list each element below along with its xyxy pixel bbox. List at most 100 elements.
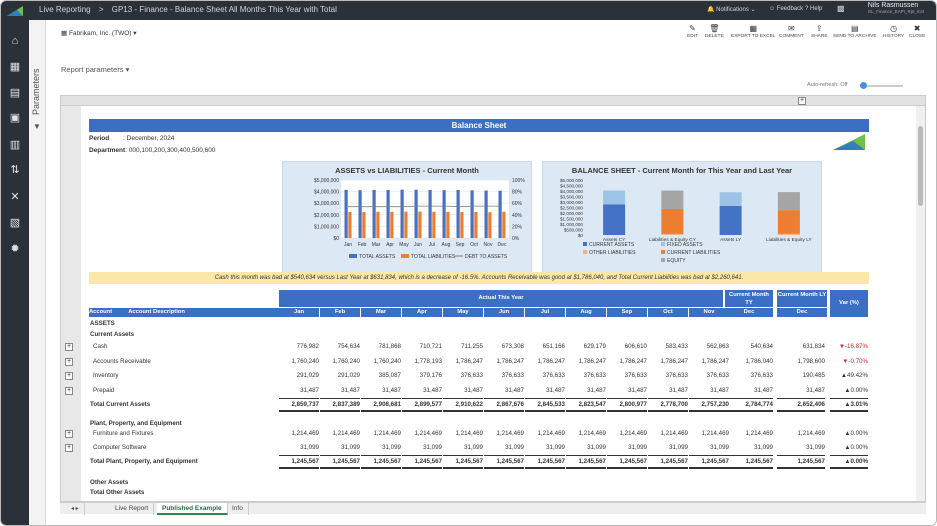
tab-published-example[interactable]: Published Example [157,503,228,515]
chart1-bar-liabilities [460,212,464,238]
total-other-assets: Total Other Assets [89,486,871,499]
company-selector[interactable]: ▦ Fabrikam, Inc. (TWO) ▾ [61,30,137,37]
tools-icon[interactable]: ✕ [10,191,20,203]
chart2-bar-segment [661,233,684,235]
chart1-x-tick: Oct [470,242,478,248]
cell-value: 1,786,247 [537,357,565,365]
chart2-legend-swatch [661,250,665,254]
cell-value: 31,487 [669,386,688,394]
clipboard-icon[interactable]: ▤ [9,87,21,99]
tab-nav-arrows[interactable]: ◂ ▸ [66,503,85,515]
export-to-excel-button[interactable]: ▦ EXPORT TO EXCEL [731,23,775,39]
cell-value: 1,245,567 [689,455,729,469]
vertical-scrollbar[interactable] [916,106,925,501]
comment-button[interactable]: ✉ COMMENT [779,23,804,39]
scrollbar-thumb[interactable] [918,126,923,206]
expand-row-button[interactable]: + [65,444,73,452]
cell-variance: ▲3.01% [830,398,868,412]
chart1-x-tick: Nov [484,242,493,248]
cell-current-ly: 1,798,600 [797,357,825,365]
cell-value: 31,099 [628,444,647,451]
cell-value: 1,786,247 [578,357,606,365]
edit-button[interactable]: ✎ EDIT [687,23,698,39]
user-menu[interactable]: Nils Rasmussen GL_Finance_EAPI_Rpt_inst [868,2,924,14]
row-label: Computer Software [93,444,147,451]
notifications-button[interactable]: 🔔 Notifications ⌄ [707,7,756,13]
chart1-y2-tick: 60% [512,201,523,207]
chart2-x-tick: Liabilities & Equity CY [649,237,697,243]
chart2-x-tick: Assets LY [720,237,742,243]
expand-row-button[interactable]: + [65,430,73,438]
help-button[interactable]: ? Help [805,6,823,12]
chart2-y-tick: $500,000 [564,228,584,233]
chart2-bar-segment [661,209,684,234]
home-icon[interactable]: ⌂ [11,35,19,47]
documents-icon[interactable]: ▧ [9,217,21,229]
report-icon[interactable]: ▣ [9,112,21,124]
col-account: Account [89,309,113,315]
section-other-assets: Other Assets [89,476,871,489]
delete-button[interactable]: 🗑 DELETE [705,23,724,39]
feedback-button[interactable]: ☺ Feedback [769,6,804,12]
cell-value: 31,487 [423,386,442,394]
report-viewer: + Balance Sheet Period : December, 2024 … [60,95,926,502]
chart2-y-tick: $3,000,000 [560,200,583,205]
import-icon[interactable]: ⇅ [10,164,20,176]
total-row: Total Current Assets 2,859,737 2,837,389 2,… [89,398,871,412]
cell-value: 31,487 [464,386,483,394]
section-assets: ASSETS [89,317,871,330]
expand-all-button[interactable]: + [798,97,806,105]
autorefresh-slider[interactable] [860,82,903,89]
cell-value: 31,487 [382,386,401,394]
expand-row-button[interactable]: + [65,372,73,380]
cell-value: 31,099 [505,444,524,451]
company-logo [833,134,865,150]
chart1-y-tick: $2,000,000 [314,213,339,219]
row-label: Inventory [93,372,119,379]
cell-value: 1,245,567 [443,455,483,469]
cell-value: 754,634 [337,343,360,350]
cell-value: 1,245,567 [361,455,401,469]
chart2-legend-swatch [661,258,665,262]
cell-variance: ▼-16.87% [838,343,868,350]
table-row: + Prepaid 31,487 31,487 31,487 31,487 31,487 31… [65,384,871,397]
org-icon[interactable]: ▦ [9,61,21,73]
filter-icon[interactable]: ▼ [33,122,41,131]
chart1-bar-assets [414,189,418,238]
avatar[interactable]: ▩ [837,4,845,13]
settings-icon[interactable]: ✹ [10,243,20,255]
share-button[interactable]: ⇪ SHARE [811,23,828,39]
row-label: Plant, Property, and Equipment [90,420,182,427]
expand-row-button[interactable]: + [65,357,73,366]
parameters-panel[interactable]: Parameters ▼ [29,20,46,525]
chart1-plot-area [341,180,509,238]
chart1-legend-label: TOTAL LIABILITIES [411,254,456,260]
calculator-icon[interactable]: ▥ [9,139,21,151]
comment-icon: ✉ [788,24,795,33]
company-label: Fabrikam, Inc. (TWO) [68,30,132,37]
cell-value: 31,099 [587,444,606,451]
expand-row-button[interactable]: + [65,343,73,351]
close-button[interactable]: ✖ CLOSE [909,23,925,39]
cell-value: 1,778,193 [414,357,442,365]
variance-header: Var (%) [830,290,868,317]
expand-row-button[interactable]: + [65,386,73,395]
chart1-y2-tick: 100% [512,178,525,184]
tab-info[interactable]: Info [227,503,249,515]
send-to-archive-button[interactable]: ▤ SEND TO ARCHIVE [833,23,877,39]
report-parameters-toggle[interactable]: Report parameters ▾ [61,65,130,74]
tab-live-report[interactable]: Live Report [110,503,155,515]
chart2-legend-label: CURRENT LIABILITIES [667,250,721,256]
row-label: Other Assets [90,479,129,486]
cell-value: 1,214,469 [291,430,319,437]
cell-value: 31,487 [505,386,524,394]
breadcrumb-live-reporting[interactable]: Live Reporting [39,5,91,14]
slider-knob[interactable] [860,82,867,89]
history-button[interactable]: ◷ HISTORY [883,23,904,39]
cell-value: 583,433 [665,343,688,350]
table-row: + Cash 776,982 754,634 781,868 710,721 711,255… [65,340,871,353]
cell-value: 1,214,469 [660,430,688,437]
current-month-ly-dec: Dec [777,308,827,317]
chart1-x-tick: Dec [498,242,507,248]
cell-value: 31,487 [628,386,647,394]
